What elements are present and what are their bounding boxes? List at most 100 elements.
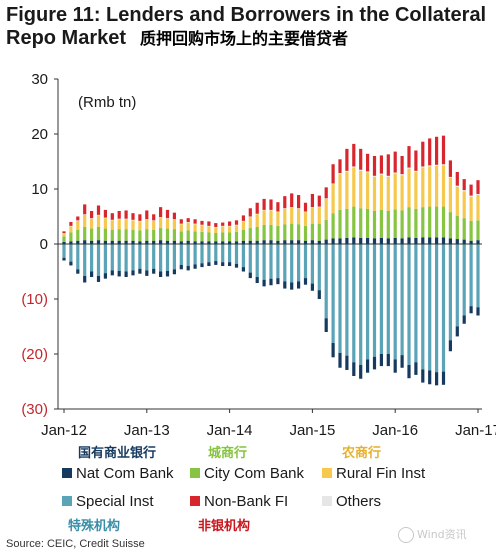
bar-segment bbox=[435, 206, 439, 238]
bar-segment bbox=[324, 198, 328, 220]
bar-segment bbox=[90, 218, 94, 229]
bar-segment bbox=[476, 193, 480, 196]
bar-segment bbox=[234, 220, 239, 225]
bar-segment bbox=[124, 229, 128, 241]
title-line-1: Figure 11: Lenders and Borrowers in the … bbox=[6, 4, 487, 26]
bar-segment bbox=[262, 198, 266, 210]
bar-segment bbox=[414, 170, 418, 172]
bar-segment bbox=[90, 271, 94, 277]
bar-segment bbox=[421, 141, 425, 167]
legend-cn-special-inst: 特殊机构 bbox=[68, 518, 120, 534]
bar-segment bbox=[276, 202, 280, 212]
bar-segment bbox=[159, 228, 163, 241]
bar-segment bbox=[269, 278, 273, 286]
bar-segment bbox=[379, 237, 383, 244]
bar-segment bbox=[379, 174, 383, 210]
legend-label: Nat Com Bank bbox=[76, 465, 174, 482]
bar-segment bbox=[352, 206, 356, 238]
title-line-2-text: Repo Market bbox=[6, 27, 127, 49]
bar-segment bbox=[435, 237, 439, 244]
bar-segment bbox=[435, 165, 439, 207]
bar-segment bbox=[255, 214, 259, 227]
bar-segment bbox=[103, 244, 107, 274]
y-tick-label: (30) bbox=[21, 401, 48, 418]
bar-segment bbox=[407, 207, 411, 238]
bar-segment bbox=[269, 210, 273, 225]
legend-label: Others bbox=[336, 493, 381, 510]
bar-segment bbox=[69, 225, 73, 227]
bar-segment bbox=[414, 171, 418, 209]
legend-label: Special Inst bbox=[76, 493, 154, 510]
bar-segment bbox=[186, 222, 190, 223]
bar-segment bbox=[317, 206, 321, 208]
bar-segment bbox=[345, 355, 349, 370]
y-tick-label: (10) bbox=[21, 291, 48, 308]
bar-segment bbox=[352, 237, 356, 244]
bar-segment bbox=[290, 193, 294, 208]
bar-segment bbox=[159, 244, 163, 272]
bar-segment bbox=[297, 240, 301, 244]
bar-segment bbox=[462, 239, 466, 244]
bar-segment bbox=[441, 244, 446, 372]
bar-segment bbox=[276, 212, 280, 226]
bar-segment bbox=[262, 244, 266, 280]
bar-segment bbox=[124, 240, 128, 244]
bar-segment bbox=[421, 207, 425, 238]
bar-segment bbox=[303, 278, 308, 285]
bar-segment bbox=[324, 239, 328, 244]
bar-segment bbox=[297, 281, 301, 289]
bar-segment bbox=[469, 244, 473, 307]
bar-segment bbox=[69, 222, 73, 226]
bar-segment bbox=[448, 340, 452, 352]
bar-segment bbox=[221, 222, 225, 226]
legend-label: City Com Bank bbox=[204, 465, 305, 482]
bar-segment bbox=[228, 232, 232, 242]
bar-segment bbox=[345, 170, 349, 172]
bar-segment bbox=[310, 223, 314, 241]
bar-segment bbox=[462, 190, 466, 192]
bar-segment bbox=[159, 207, 163, 218]
bar-segment bbox=[393, 173, 397, 210]
bar-segment bbox=[476, 307, 480, 316]
bar-segment bbox=[207, 262, 211, 266]
bar-segment bbox=[428, 166, 432, 207]
bar-segment bbox=[269, 240, 273, 244]
bar-segment bbox=[228, 244, 232, 263]
bar-segment bbox=[283, 244, 287, 282]
bar-segment bbox=[421, 167, 425, 208]
bar-segment bbox=[165, 228, 170, 241]
chart-title: Figure 11: Lenders and Borrowers in the … bbox=[6, 4, 492, 50]
bar-segment bbox=[241, 221, 245, 230]
bar-segment bbox=[110, 229, 114, 241]
bar-segment bbox=[331, 183, 335, 185]
bar-segment bbox=[179, 244, 183, 265]
bar-segment bbox=[69, 241, 73, 244]
bar-segment bbox=[96, 205, 101, 215]
bar-segment bbox=[290, 240, 294, 244]
bar-segment bbox=[310, 193, 314, 208]
bar-segment bbox=[428, 138, 432, 166]
bar-segment bbox=[455, 185, 459, 187]
bar-segment bbox=[414, 362, 418, 375]
bar-segment bbox=[352, 167, 356, 207]
bar-segment bbox=[241, 244, 245, 268]
bar-segment bbox=[172, 212, 176, 220]
bar-segment bbox=[200, 220, 204, 225]
bar-segment bbox=[83, 240, 87, 244]
bar-segment bbox=[455, 239, 459, 244]
bar-segment bbox=[262, 210, 266, 225]
bar-segment bbox=[276, 225, 280, 241]
bar-segment bbox=[117, 270, 121, 277]
bar-segment bbox=[345, 237, 349, 244]
legend-cn-nat-com-bank: 国有商业银行 bbox=[78, 445, 156, 461]
bar-segment bbox=[345, 244, 349, 356]
bar-segment bbox=[455, 171, 459, 186]
bar-segment bbox=[324, 219, 328, 240]
bar-segment bbox=[435, 244, 439, 373]
bar-segment bbox=[83, 214, 87, 227]
bar-segment bbox=[152, 244, 156, 269]
x-tick-label: Jan-17 bbox=[455, 422, 496, 439]
bar-segment bbox=[366, 359, 370, 373]
bar-segment bbox=[76, 216, 80, 221]
bar-segment bbox=[448, 212, 452, 239]
